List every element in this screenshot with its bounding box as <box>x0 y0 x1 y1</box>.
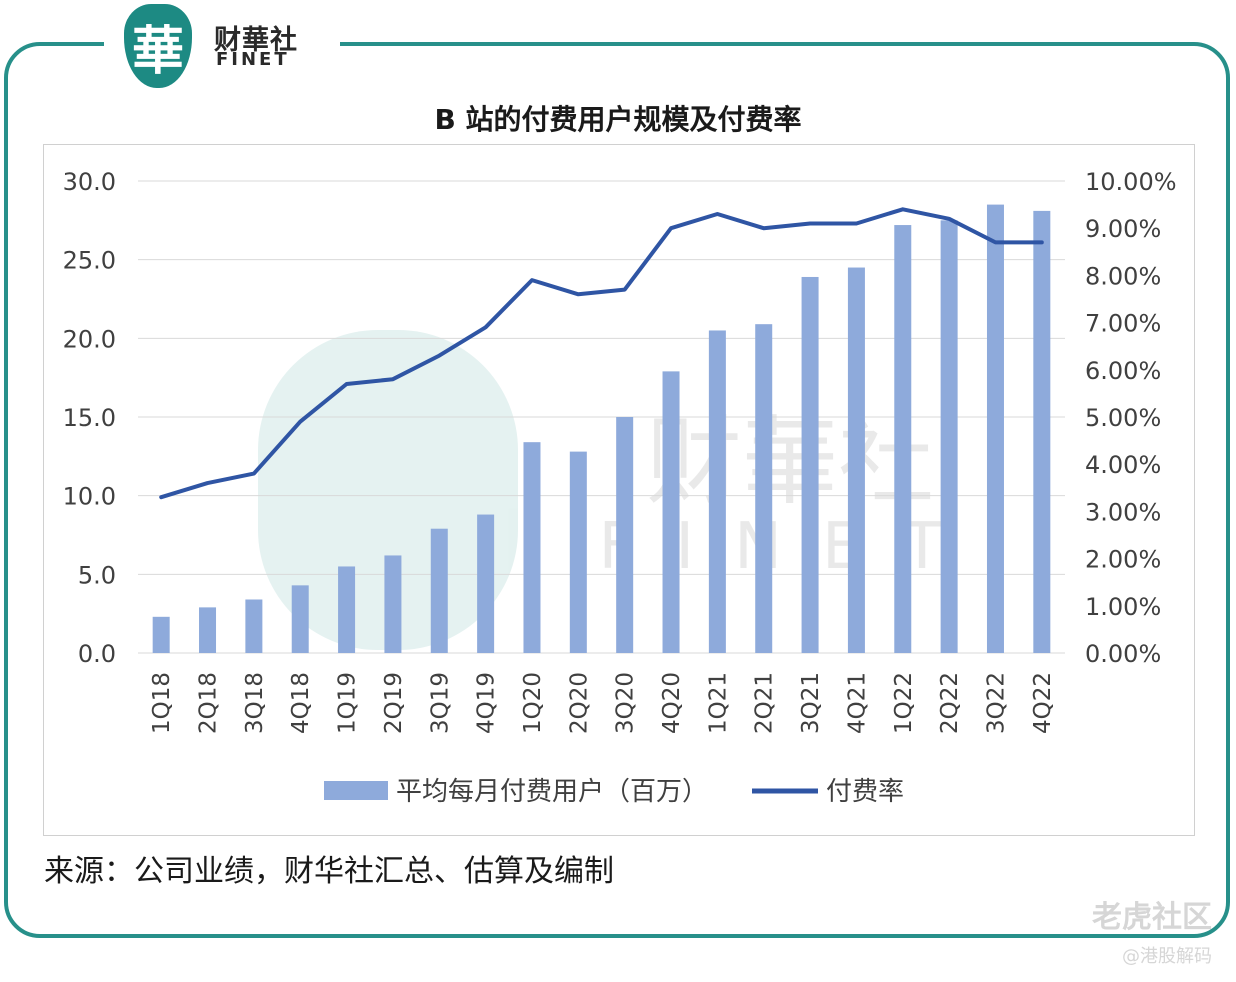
y-left-tick-label: 25.0 <box>63 247 116 275</box>
x-tick-label: 3Q18 <box>242 672 268 734</box>
bar-3Q21 <box>801 276 819 653</box>
x-tick-label: 3Q22 <box>983 672 1009 734</box>
x-tick-label: 1Q21 <box>705 672 731 734</box>
bar-2Q20 <box>569 451 587 653</box>
x-tick-label: 3Q20 <box>613 672 639 734</box>
chart-title: B 站的付费用户规模及付费率 <box>434 103 802 136</box>
x-tick-label: 2Q19 <box>381 672 407 734</box>
x-tick-label: 4Q22 <box>1030 672 1056 734</box>
y-left-tick-label: 10.0 <box>63 483 116 511</box>
x-tick-label: 4Q18 <box>288 672 314 734</box>
legend-line-label: 付费率 <box>826 777 904 807</box>
legend: 平均每月付费用户（百万） 付费率 <box>324 777 904 807</box>
x-tick-label: 4Q19 <box>474 672 500 734</box>
bar-3Q20 <box>616 417 634 653</box>
y-right-tick-label: 2.00% <box>1085 546 1161 574</box>
x-tick-label: 1Q18 <box>149 672 175 734</box>
x-tick-label: 2Q20 <box>566 672 592 734</box>
bar-1Q20 <box>523 442 541 653</box>
bar-3Q18 <box>245 599 263 653</box>
y-left-tick-label: 20.0 <box>63 325 116 353</box>
watermark-logo-shape <box>258 330 518 650</box>
y-right-tick-label: 0.00% <box>1085 640 1161 668</box>
brand-name-en: FINET <box>216 49 290 70</box>
bar-3Q22 <box>986 204 1004 653</box>
watermark-text-cn: 财華社 <box>646 406 934 518</box>
plot-area-border <box>43 144 1195 836</box>
y-right-tick-label: 8.00% <box>1085 262 1161 290</box>
y-right-tick-label: 6.00% <box>1085 357 1161 385</box>
bar-1Q18 <box>152 616 170 653</box>
brand-name-cn: 财華社 <box>214 25 298 56</box>
x-axis-labels: 1Q18 2Q18 3Q18 4Q18 1Q19 2Q19 3Q19 4Q19 1Q20 2Q20… <box>149 672 1056 734</box>
x-tick-label: 1Q20 <box>520 672 546 734</box>
x-tick-label: 1Q22 <box>891 672 917 734</box>
legend-bar-swatch <box>324 781 388 800</box>
bar-2Q22 <box>940 220 958 654</box>
x-tick-label: 2Q21 <box>752 672 778 734</box>
y-right-tick-label: 10.00% <box>1085 168 1177 196</box>
bar-1Q22 <box>894 225 912 653</box>
y-axis-left: 0.0 5.0 10.0 15.0 20.0 25.0 30.0 <box>63 168 116 668</box>
footer-watermark-site: 老虎社区 <box>1092 900 1212 935</box>
x-tick-label: 4Q20 <box>659 672 685 734</box>
y-right-tick-label: 5.00% <box>1085 404 1161 432</box>
bar-4Q20 <box>662 371 680 653</box>
y-right-tick-label: 9.00% <box>1085 215 1161 243</box>
bar-4Q19 <box>477 514 495 653</box>
legend-bar-label: 平均每月付费用户（百万） <box>396 777 708 807</box>
x-tick-label: 3Q19 <box>427 672 453 734</box>
y-right-tick-label: 3.00% <box>1085 498 1161 526</box>
x-tick-label: 2Q18 <box>196 672 222 734</box>
bar-2Q19 <box>384 555 402 653</box>
bar-4Q21 <box>847 267 865 653</box>
x-tick-label: 3Q21 <box>798 672 824 734</box>
y-right-tick-label: 4.00% <box>1085 451 1161 479</box>
bar-1Q21 <box>708 330 726 653</box>
bar-series <box>152 204 1051 654</box>
footer-watermark-handle: @港股解码 <box>1122 946 1212 967</box>
x-tick-label: 4Q21 <box>844 672 870 734</box>
bar-1Q19 <box>338 566 356 653</box>
y-left-tick-label: 5.0 <box>78 561 116 589</box>
source-note: 来源：公司业绩，财华社汇总、估算及编制 <box>44 854 614 889</box>
bar-2Q18 <box>199 607 217 653</box>
finet-logo-icon: 華 <box>124 4 192 88</box>
x-tick-label: 1Q19 <box>335 672 361 734</box>
rate-line <box>159 207 1044 500</box>
y-left-tick-label: 15.0 <box>63 404 116 432</box>
y-right-tick-label: 1.00% <box>1085 593 1161 621</box>
bar-4Q22 <box>1033 210 1051 654</box>
bar-3Q19 <box>430 528 448 653</box>
bar-4Q18 <box>291 585 309 653</box>
bar-2Q21 <box>755 324 773 653</box>
y-left-tick-label: 30.0 <box>63 168 116 196</box>
x-tick-label: 2Q22 <box>937 672 963 734</box>
y-axis-right: 0.00% 1.00% 2.00% 3.00% 4.00% 5.00% 6.00% 7.00%… <box>1085 168 1177 668</box>
y-left-tick-label: 0.0 <box>78 640 116 668</box>
y-right-tick-label: 7.00% <box>1085 310 1161 338</box>
watermark-text-en: FINET <box>598 510 981 584</box>
